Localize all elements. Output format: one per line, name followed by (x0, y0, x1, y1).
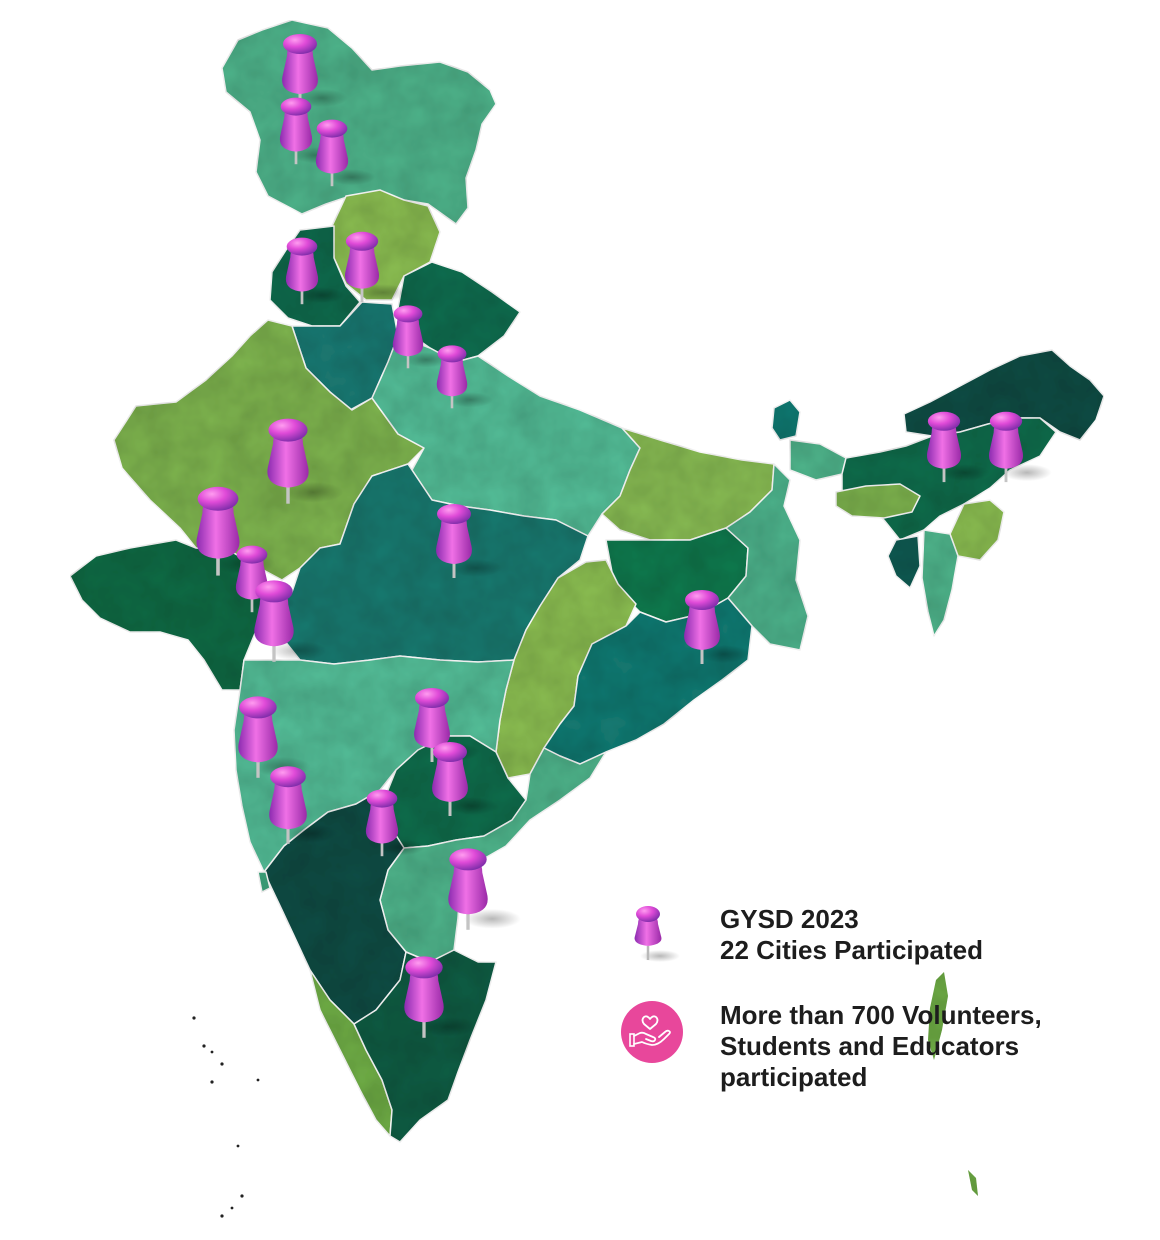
pushpin-icon (634, 906, 680, 962)
city-pin (436, 504, 502, 578)
city-pin (432, 742, 498, 816)
region-mizoram (921, 529, 959, 637)
legend-cities-count: 22 Cities Participated (720, 935, 983, 965)
city-pin (392, 305, 449, 369)
heart-in-hand-icon (621, 1001, 683, 1063)
city-pin (285, 237, 346, 305)
legend-volunteers-line2: Students and Educators (720, 1031, 1020, 1061)
region-west-bengal (725, 463, 809, 651)
legend-volunteers-line3: participated (720, 1062, 868, 1092)
city-pin (684, 590, 750, 664)
city-pin (269, 766, 339, 844)
legend-volunteers: More than 700 Volunteers, Students and E… (620, 1000, 1060, 1093)
legend-cities-title: GYSD 2023 (720, 904, 859, 934)
region-goa (257, 871, 271, 893)
region-meghalaya (835, 483, 921, 519)
city-pin (282, 34, 348, 108)
region-ne-corridor (789, 439, 847, 481)
region-sikkim (771, 399, 801, 441)
city-pin (926, 411, 990, 483)
city-pin (988, 411, 1052, 483)
legend-volunteers-line1: More than 700 Volunteers, (720, 1000, 1042, 1030)
region-andaman (928, 972, 948, 1060)
city-pin (254, 580, 327, 662)
region-tripura (887, 535, 921, 589)
city-pin (267, 418, 344, 504)
legend-cities: GYSD 2023 22 Cities Participated (620, 900, 1060, 966)
region-tamil-nadu (353, 949, 497, 1143)
legend: GYSD 2023 22 Cities Participated More th… (620, 900, 1060, 1127)
city-pin (315, 119, 376, 187)
region-nicobar (968, 1170, 978, 1196)
region-manipur (949, 499, 1005, 561)
lakshadweep-islands (192, 1016, 260, 1218)
city-pin (365, 789, 426, 857)
city-pin (404, 956, 477, 1038)
city-pins (196, 34, 1052, 1038)
region-rajasthan (113, 319, 425, 581)
city-pin (436, 345, 493, 409)
city-pin (344, 231, 408, 303)
city-pin (448, 848, 521, 930)
